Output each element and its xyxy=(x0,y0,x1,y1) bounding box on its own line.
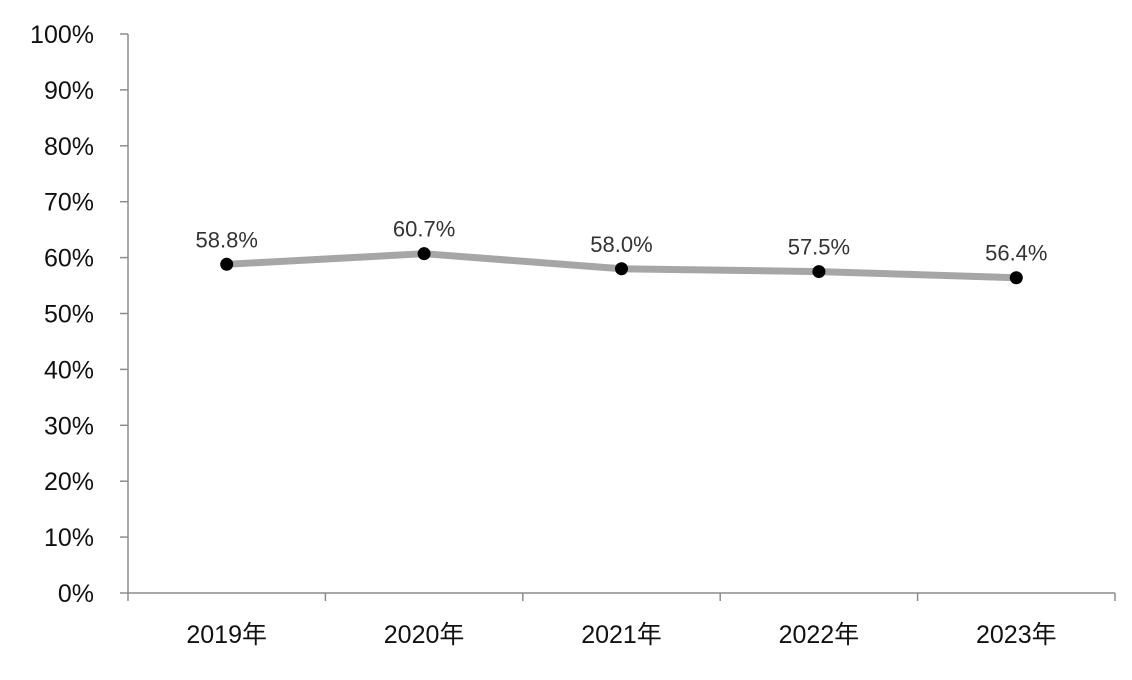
y-tick-label: 50% xyxy=(44,301,94,329)
x-axis: 2019年 2020年 2021年 2022年 2023年 xyxy=(127,592,1116,649)
y-tick-label: 90% xyxy=(44,77,94,105)
y-tick-label: 10% xyxy=(44,524,94,552)
data-label: 56.4% xyxy=(985,241,1047,266)
data-point xyxy=(1009,271,1023,285)
data-label: 58.0% xyxy=(590,232,652,257)
data-label: 58.8% xyxy=(196,227,258,252)
y-tick-label: 100% xyxy=(30,21,94,49)
y-tick-label: 70% xyxy=(44,189,94,217)
x-tick-label: 2020年 xyxy=(384,621,465,649)
y-tick-label: 40% xyxy=(44,356,94,384)
x-tick-label: 2019年 xyxy=(186,621,267,649)
data-label: 57.5% xyxy=(788,235,850,260)
data-label: 60.7% xyxy=(393,217,455,242)
y-tick-label: 20% xyxy=(44,468,94,496)
x-tick-label: 2023年 xyxy=(976,621,1057,649)
y-tick-label: 60% xyxy=(44,245,94,273)
data-point xyxy=(812,265,826,279)
x-tick-label: 2022年 xyxy=(779,621,860,649)
y-tick-label: 80% xyxy=(44,133,94,161)
y-axis: 0% 10% 20% 30% 40% 50% 60% 70% 80% 90% 100% xyxy=(30,21,129,608)
data-point xyxy=(220,257,234,271)
data-point xyxy=(417,247,431,261)
y-tick-label: 0% xyxy=(58,580,94,608)
x-tick-label: 2021年 xyxy=(581,621,662,649)
series-layer: 58.8% 60.7% 58.0% 57.5% 56.4% xyxy=(196,217,1047,285)
data-point xyxy=(615,262,628,276)
y-tick-label: 30% xyxy=(44,412,94,440)
